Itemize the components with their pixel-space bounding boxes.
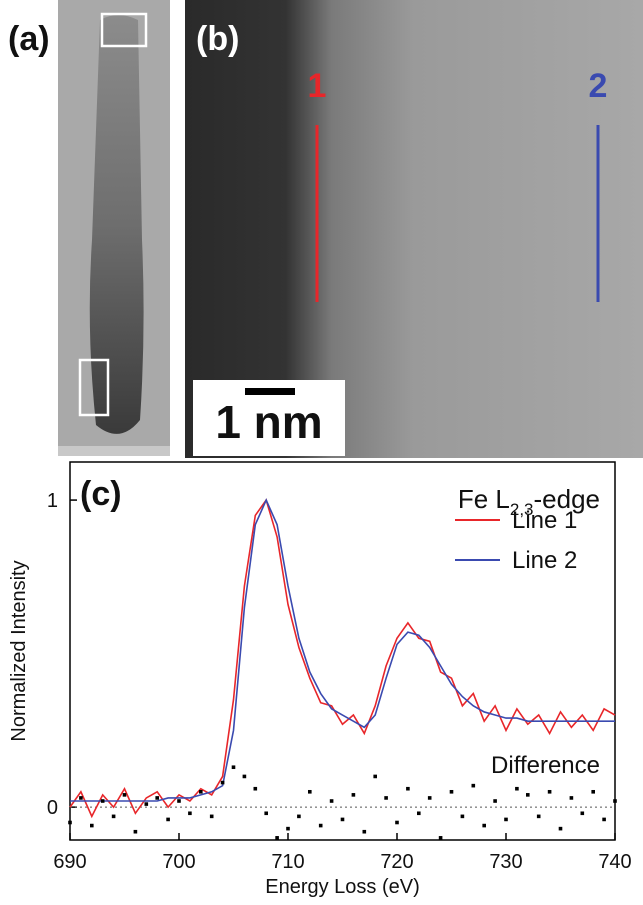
- scale-bar-label: 1 nm: [215, 396, 322, 448]
- x-tick-label: 740: [598, 851, 631, 873]
- data-point: [602, 817, 606, 822]
- annotation-sub: 2,3: [510, 500, 534, 519]
- legend-label: Line 1: [512, 507, 577, 534]
- data-point: [460, 814, 465, 819]
- data-point: [275, 836, 279, 840]
- annotation: Fe L2,3-edge: [458, 484, 600, 519]
- chart: 690 700 710 720 730 740 0 1 Energy Loss (eV) Norm…: [8, 461, 632, 898]
- data-point: [526, 793, 530, 797]
- x-axis-title: Energy Loss (eV): [265, 876, 420, 898]
- data-point: [362, 829, 367, 834]
- data-point: [79, 796, 83, 800]
- x-tick-label: 730: [489, 851, 522, 873]
- data-point: [351, 793, 356, 797]
- data-point: [199, 789, 203, 794]
- data-point: [209, 814, 214, 819]
- data-point: [373, 774, 377, 779]
- data-point: [438, 836, 443, 840]
- x-tick-label: 720: [380, 851, 413, 873]
- data-point: [384, 796, 388, 800]
- panel-label: (b): [196, 20, 239, 58]
- x-tick-label: 710: [271, 851, 304, 873]
- box-bottom: [78, 358, 110, 417]
- panel-b: (b) 1 2 1 nm: [185, 0, 643, 458]
- x-tick-label: 690: [53, 851, 86, 873]
- data-point: [111, 814, 116, 819]
- data-point: [133, 829, 138, 834]
- data-point: [580, 811, 585, 816]
- data-point: [329, 799, 334, 803]
- series-line: [69, 498, 616, 819]
- data-point: [220, 780, 225, 785]
- nanotube: [89, 15, 144, 434]
- data-point: [406, 786, 410, 791]
- y-tick-label: 0: [47, 797, 58, 819]
- data-point: [242, 774, 247, 779]
- panel-a: (a): [8, 0, 170, 456]
- data-point: [308, 789, 312, 794]
- data-point: [231, 765, 236, 770]
- legend-label: Line 2: [512, 547, 577, 574]
- data-point: [155, 796, 159, 800]
- data-point: [166, 817, 170, 822]
- data-point: [427, 796, 432, 800]
- line-label: 1: [308, 67, 327, 105]
- data-point: [318, 823, 323, 828]
- data-point: [558, 826, 563, 831]
- substrate: [58, 446, 170, 456]
- panel-label: (c): [80, 475, 122, 513]
- data-point: [449, 789, 454, 794]
- series-label: Difference: [491, 752, 600, 779]
- plot-frame: [69, 461, 616, 841]
- series-line: [70, 498, 615, 802]
- panel-label: (a): [8, 20, 50, 58]
- data-point: [90, 823, 94, 828]
- data-point: [569, 796, 574, 800]
- data-point: [264, 811, 268, 816]
- data-point: [613, 799, 617, 803]
- data-point: [471, 783, 476, 788]
- data-point: [253, 786, 258, 791]
- annotation-part: Fe L: [458, 484, 510, 514]
- data-point: [177, 799, 181, 803]
- data-point: [395, 820, 399, 825]
- data-point: [340, 817, 345, 822]
- scale-bar: [245, 388, 295, 395]
- data-point: [286, 826, 290, 831]
- data-point: [100, 799, 105, 803]
- data-point: [504, 817, 508, 822]
- data-point: [297, 814, 301, 819]
- data-point: [122, 793, 127, 797]
- data-point: [482, 823, 486, 828]
- x-tick-label: 700: [162, 851, 195, 873]
- y-axis-title: Normalized Intensity: [8, 560, 30, 741]
- data-point: [515, 786, 519, 791]
- box-top: [100, 12, 148, 48]
- data-point: [536, 814, 541, 819]
- data-point: [591, 789, 595, 794]
- data-point: [417, 811, 421, 816]
- annotation-part: -edge: [534, 484, 601, 514]
- data-point: [547, 789, 552, 794]
- data-point: [188, 811, 192, 816]
- y-tick-label: 1: [47, 490, 58, 512]
- data-point: [493, 799, 497, 803]
- line-label: 2: [589, 67, 608, 105]
- data-point: [68, 820, 72, 825]
- data-point: [144, 802, 149, 806]
